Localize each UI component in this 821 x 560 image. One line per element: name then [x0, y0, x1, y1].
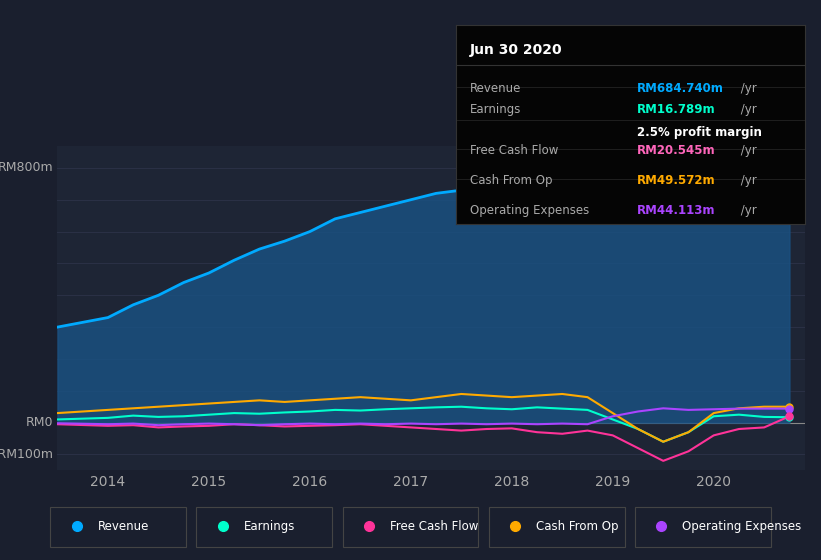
Text: Earnings: Earnings	[470, 103, 521, 116]
Text: /yr: /yr	[736, 103, 756, 116]
Text: RM800m: RM800m	[0, 161, 53, 174]
Text: -RM100m: -RM100m	[0, 448, 53, 461]
Text: RM44.113m: RM44.113m	[637, 204, 716, 217]
Text: 2.5% profit margin: 2.5% profit margin	[637, 126, 762, 139]
Text: Operating Expenses: Operating Expenses	[682, 520, 801, 533]
FancyBboxPatch shape	[50, 507, 186, 547]
Text: RM20.545m: RM20.545m	[637, 144, 716, 157]
Text: RM684.740m: RM684.740m	[637, 82, 724, 95]
Text: Revenue: Revenue	[98, 520, 149, 533]
Text: Cash From Op: Cash From Op	[470, 174, 552, 187]
Text: Free Cash Flow: Free Cash Flow	[470, 144, 558, 157]
Text: Cash From Op: Cash From Op	[536, 520, 619, 533]
Text: /yr: /yr	[736, 174, 756, 187]
Text: /yr: /yr	[736, 82, 756, 95]
Text: Earnings: Earnings	[244, 520, 296, 533]
FancyBboxPatch shape	[635, 507, 771, 547]
FancyBboxPatch shape	[488, 507, 625, 547]
Text: Jun 30 2020: Jun 30 2020	[470, 43, 562, 57]
Text: /yr: /yr	[736, 144, 756, 157]
Text: Operating Expenses: Operating Expenses	[470, 204, 589, 217]
FancyBboxPatch shape	[196, 507, 333, 547]
Text: Free Cash Flow: Free Cash Flow	[390, 520, 479, 533]
Text: Revenue: Revenue	[470, 82, 521, 95]
Text: RM49.572m: RM49.572m	[637, 174, 716, 187]
Text: /yr: /yr	[736, 204, 756, 217]
Text: RM0: RM0	[26, 416, 53, 429]
Text: RM16.789m: RM16.789m	[637, 103, 716, 116]
FancyBboxPatch shape	[342, 507, 479, 547]
